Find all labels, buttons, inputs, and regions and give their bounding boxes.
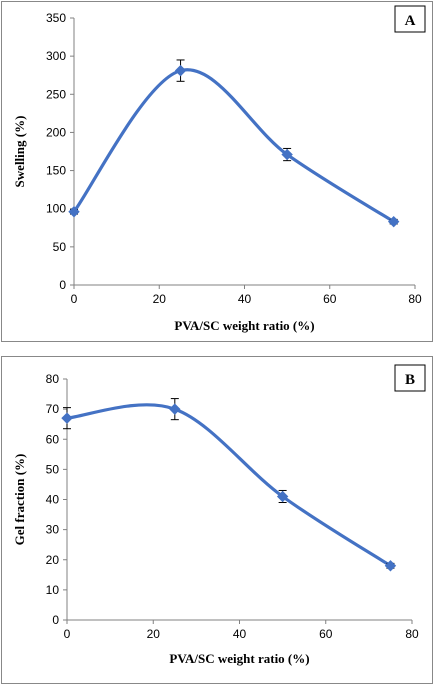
chart-panel-a: 0 50 100 150 200 250 300 350 0 20 40 60 80 PVA/SC wei… (1, 1, 433, 342)
y-tick-label: 10 (46, 583, 60, 597)
data-point (68, 206, 80, 218)
x-tick-label: 40 (233, 627, 247, 641)
panel-label: B (405, 372, 415, 388)
x-tick-label: 60 (319, 627, 333, 641)
y-tick-label: 30 (46, 523, 60, 537)
y-tick-label: 20 (46, 553, 60, 567)
x-tick-label: 20 (147, 627, 161, 641)
y-tick-label: 70 (46, 402, 60, 416)
y-tick-label: 0 (52, 613, 59, 627)
data-point (61, 412, 73, 424)
y-axis-title: Gel fraction (%) (12, 454, 27, 546)
y-tick-label: 40 (46, 493, 60, 507)
y-tick-label: 80 (46, 372, 60, 386)
series-line (65, 403, 393, 568)
y-tick-label: 50 (46, 462, 60, 476)
y-tick-label: 150 (46, 164, 66, 178)
x-tick-label: 60 (323, 292, 337, 306)
y-tick-label: 100 (46, 202, 66, 216)
panel-label-box (394, 5, 426, 33)
y-tick-label: 200 (46, 125, 66, 139)
y-tick-label: 350 (46, 11, 66, 25)
x-tick-label: 20 (153, 292, 167, 306)
x-axis-title: PVA/SC weight ratio (%) (174, 318, 314, 333)
panel-label: A (405, 13, 416, 29)
data-point (387, 215, 400, 228)
panel-label-box (394, 364, 426, 392)
x-tick-label: 80 (405, 627, 419, 641)
x-axis-title: PVA/SC weight ratio (%) (169, 651, 309, 666)
y-tick-label: 250 (46, 87, 66, 101)
y-tick-label: 50 (53, 240, 67, 254)
x-tick-label: 40 (238, 292, 252, 306)
data-point (384, 560, 397, 572)
chart-panel-b: 0 10 20 30 40 50 60 70 80 0 20 40 60 80 PVA/SC weight … (1, 356, 433, 684)
x-tick-label: 0 (71, 292, 78, 306)
swelling-chart: 0 50 100 150 200 250 300 350 0 20 40 60 80 PVA/SC wei… (12, 5, 426, 333)
y-tick-label: 300 (46, 49, 66, 63)
y-tick-label: 0 (59, 278, 66, 292)
gel-fraction-chart: 0 10 20 30 40 50 60 70 80 0 20 40 60 80 PVA/SC weight … (12, 364, 426, 666)
data-point (169, 403, 181, 415)
y-tick-label: 60 (46, 432, 60, 446)
data-point (276, 490, 289, 503)
y-axis-title: Swelling (%) (12, 116, 27, 188)
x-tick-label: 80 (408, 292, 422, 306)
series-line (72, 68, 396, 224)
x-tick-label: 0 (64, 627, 71, 641)
data-point (281, 148, 293, 161)
data-point (174, 64, 187, 77)
